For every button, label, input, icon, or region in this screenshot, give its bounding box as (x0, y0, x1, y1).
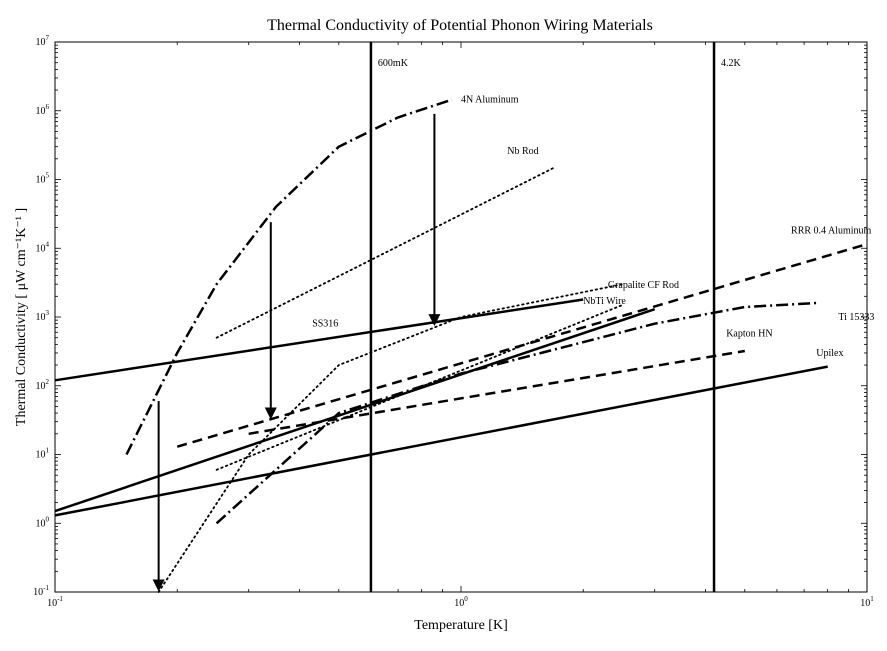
axis-ticks: 10-1 100 101 102 103 104 105 106 107 10-1 100 101 (33, 34, 874, 609)
y-tick-label: 104 (36, 240, 50, 254)
series-line (157, 283, 624, 593)
reference-line-label: 4.2K (721, 58, 742, 69)
y-tick-label: 100 (36, 515, 50, 529)
y-tick-label: 102 (36, 378, 50, 392)
series-annotation: RRR 0.4 Aluminum (791, 226, 872, 237)
series-annotation: 4N Aluminum (461, 95, 519, 106)
y-tick-label: 105 (36, 172, 50, 186)
x-tick-label: 100 (454, 595, 468, 609)
y-tick-label: 106 (36, 103, 50, 117)
series-annotation: Upilex (816, 348, 843, 359)
reference-line-label: 600mK (378, 58, 409, 69)
series-line (215, 166, 556, 339)
chart-title: Thermal Conductivity of Potential Phonon… (267, 17, 653, 34)
series-annotation: SS316 (312, 319, 338, 330)
series-annotation: Grapalite CF Rod (608, 280, 679, 291)
series-annotation: NbTi Wire (583, 296, 626, 307)
series-line (125, 98, 453, 456)
annotations-group: 4N Aluminum Nb Rod RRR 0.4 Aluminum SS316 Nb… (312, 95, 874, 359)
series-line (215, 301, 817, 525)
arrows-group (152, 113, 441, 592)
series-group (54, 98, 868, 593)
series-line (54, 308, 656, 513)
x-axis-label: Temperature [K] (414, 618, 507, 633)
y-tick-label: 10-1 (33, 584, 49, 598)
x-tick-label: 101 (860, 595, 874, 609)
series-line (215, 303, 624, 471)
series-annotation: Nb Rod (507, 146, 538, 157)
series-line (248, 349, 746, 436)
y-tick-label: 103 (36, 309, 50, 323)
series-line (54, 365, 828, 517)
y-tick-label: 101 (36, 447, 50, 461)
series-annotation: Kapton HN (726, 328, 772, 339)
series-annotation: Ti 15333 (838, 312, 874, 323)
y-tick-label: 107 (36, 34, 50, 48)
x-tick-label: 10-1 (47, 595, 63, 609)
reference-lines: 600mK 4.2K (369, 42, 742, 592)
y-axis-label: Thermal Conductivity [ μW cm⁻¹K⁻¹ ] (14, 208, 29, 426)
series-line (54, 298, 584, 382)
